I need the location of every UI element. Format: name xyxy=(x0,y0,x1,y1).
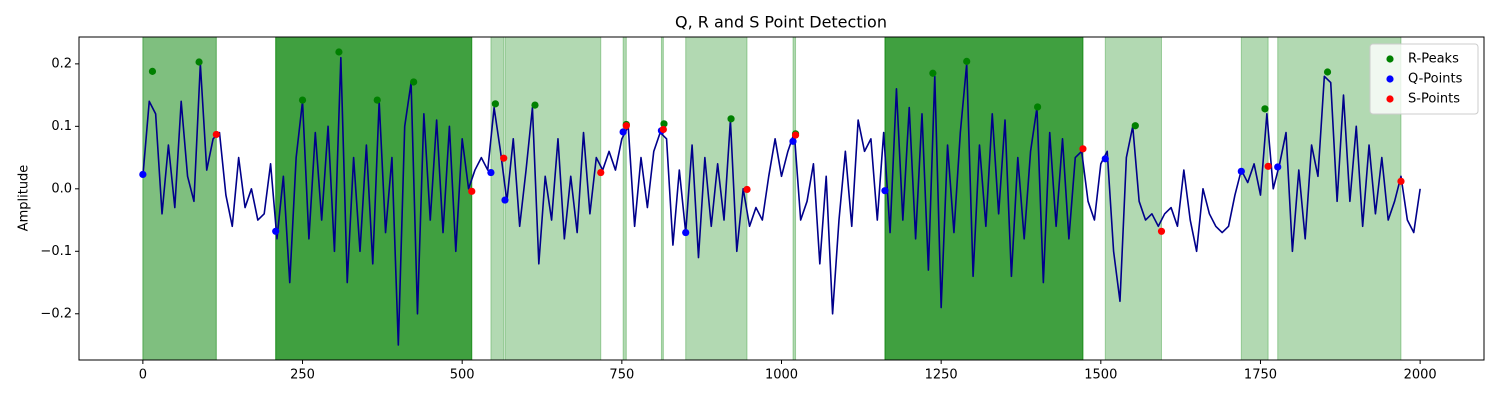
y-tick-label: 0.0 xyxy=(51,181,72,196)
point-marker xyxy=(1101,155,1109,163)
y-axis-label: Amplitude xyxy=(17,165,32,232)
legend-marker xyxy=(1386,95,1394,103)
point-marker xyxy=(195,58,203,66)
point-marker xyxy=(501,196,509,204)
point-marker xyxy=(468,187,476,195)
point-marker xyxy=(929,69,937,77)
point-marker xyxy=(298,96,307,104)
point-marker xyxy=(1323,68,1332,76)
point-marker xyxy=(1237,167,1245,175)
legend-label: Q-Points xyxy=(1408,72,1463,87)
point-marker xyxy=(531,101,539,109)
y-tick-label: 0.2 xyxy=(51,56,72,71)
point-marker xyxy=(139,170,147,179)
signal-line xyxy=(142,56,1421,346)
legend-label: S-Points xyxy=(1408,92,1460,107)
point-marker xyxy=(682,228,690,237)
point-marker xyxy=(660,120,668,128)
point-marker xyxy=(335,48,343,56)
point-marker xyxy=(659,125,667,134)
point-marker xyxy=(743,185,751,194)
legend-box xyxy=(1369,43,1479,115)
x-tick-label: 500 xyxy=(450,368,475,383)
point-marker xyxy=(487,168,495,177)
point-marker xyxy=(1033,103,1042,111)
point-marker xyxy=(1261,105,1269,113)
point-marker xyxy=(410,78,418,86)
x-tick-label: 0 xyxy=(139,368,147,383)
chart-title: Q, R and S Point Detection xyxy=(675,13,887,32)
y-tick-label: −0.2 xyxy=(40,306,72,321)
legend-label: R-Peaks xyxy=(1408,52,1459,67)
highlight-span xyxy=(142,36,217,361)
point-marker xyxy=(727,115,735,123)
y-tick-label: −0.1 xyxy=(40,244,72,259)
point-marker xyxy=(1274,163,1282,171)
y-tick-label: 0.1 xyxy=(51,119,72,134)
point-marker xyxy=(148,67,157,75)
x-tick-label: 1750 xyxy=(1244,368,1277,383)
point-marker xyxy=(597,168,605,177)
x-tick-label: 1500 xyxy=(1084,368,1117,383)
point-marker xyxy=(881,187,889,195)
point-marker xyxy=(963,57,971,65)
point-marker xyxy=(373,96,381,104)
x-tick-label: 1250 xyxy=(925,368,958,383)
point-marker xyxy=(491,100,499,108)
point-marker xyxy=(1264,162,1272,170)
highlight-span xyxy=(660,36,664,361)
point-marker xyxy=(1157,227,1166,235)
x-tick-label: 2000 xyxy=(1404,368,1437,383)
x-tick-label: 750 xyxy=(609,368,634,383)
point-marker xyxy=(1079,145,1087,153)
point-marker xyxy=(1397,177,1405,185)
point-marker xyxy=(500,154,508,162)
highlight-span xyxy=(622,36,627,361)
point-marker xyxy=(619,128,627,136)
highlight-span xyxy=(792,36,797,361)
x-tick-label: 1000 xyxy=(765,368,798,383)
highlight-span xyxy=(1104,36,1162,361)
highlight-span xyxy=(275,36,473,361)
legend-marker xyxy=(1386,75,1394,83)
point-marker xyxy=(791,131,800,139)
highlight-span xyxy=(1240,36,1269,361)
point-marker xyxy=(1131,122,1139,130)
point-marker xyxy=(212,130,220,139)
point-marker xyxy=(272,227,280,235)
legend-marker xyxy=(1386,55,1394,63)
point-marker xyxy=(622,122,630,130)
x-tick-label: 250 xyxy=(290,368,315,383)
point-marker xyxy=(789,137,797,145)
